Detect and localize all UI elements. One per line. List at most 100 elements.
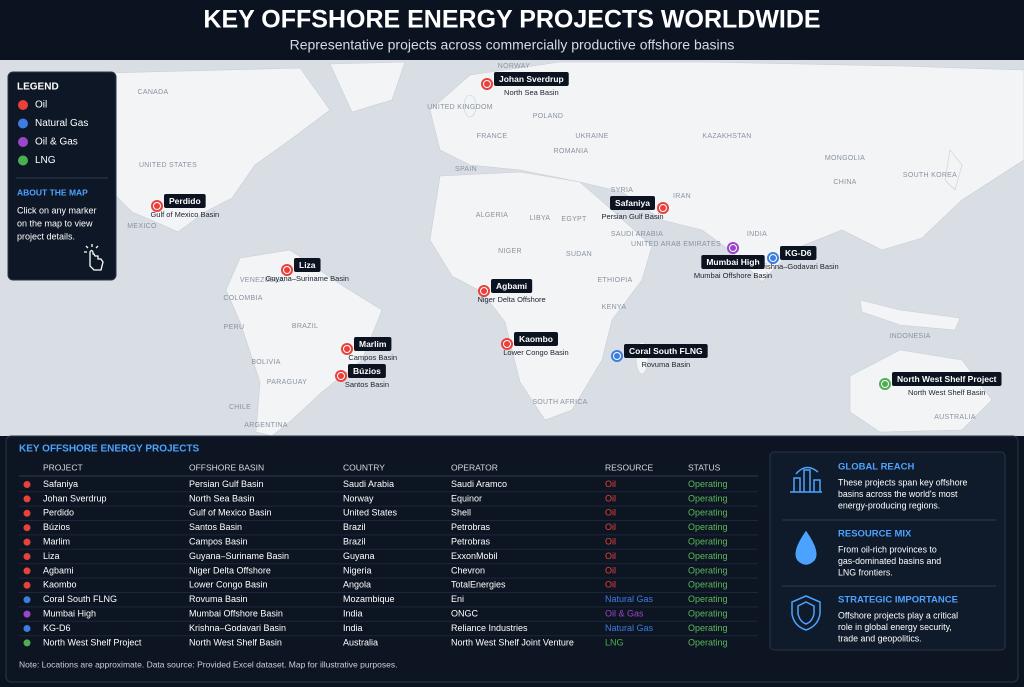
side-line: LNG frontiers. <box>838 567 893 577</box>
marker-dot[interactable] <box>614 353 620 359</box>
column-header: RESOURCE <box>605 462 654 472</box>
marker-dot[interactable] <box>770 255 776 261</box>
legend-swatch[interactable] <box>18 118 28 129</box>
marker-dot[interactable] <box>882 381 888 387</box>
marker-dot[interactable] <box>284 267 290 273</box>
marker-basin[interactable]: Campos Basin <box>348 353 397 362</box>
row-dot <box>23 596 31 604</box>
column-header: OPERATOR <box>451 462 498 472</box>
project-marker[interactable]: Perdido Gulf of Mexico Basin <box>150 194 219 219</box>
cell-project: Mumbai High <box>43 608 96 618</box>
marker-name[interactable]: Perdido <box>169 196 201 206</box>
marker-dot[interactable] <box>344 346 350 352</box>
legend-label[interactable]: Natural Gas <box>35 118 88 129</box>
country-label: ROMANIA <box>554 148 589 155</box>
marker-name[interactable]: Marlim <box>359 339 387 349</box>
cell-resource: Oil <box>605 565 616 575</box>
legend-swatch[interactable] <box>18 137 28 147</box>
legend-label[interactable]: Oil <box>35 100 47 111</box>
about-line: project details. <box>17 231 75 241</box>
cell-country: Brazil <box>343 522 366 532</box>
marker-basin[interactable]: Niger Delta Offshore <box>477 295 545 304</box>
project-marker[interactable]: Marlim Campos Basin <box>341 337 397 362</box>
project-marker[interactable]: Johan Sverdrup North Sea Basin <box>481 72 569 97</box>
marker-name[interactable]: Kaombo <box>519 334 553 344</box>
project-marker[interactable]: Coral South FLNG Rovuma Basin <box>611 344 708 369</box>
cell-basin: Campos Basin <box>189 536 248 546</box>
marker-basin[interactable]: Krishna–Godavari Basin <box>758 262 839 271</box>
marker-name[interactable]: North West Shelf Project <box>897 374 997 384</box>
cell-status: Operating <box>688 508 728 518</box>
project-marker[interactable]: Mumbai High Mumbai Offshore Basin <box>694 242 772 280</box>
marker-label-box[interactable] <box>701 255 765 269</box>
project-marker[interactable]: Búzios Santos Basin <box>335 364 389 389</box>
marker-label-box[interactable] <box>348 364 386 378</box>
project-marker[interactable]: Agbami Niger Delta Offshore <box>477 279 546 304</box>
icon-drop <box>795 530 817 565</box>
country-label: SOUTH AFRICA <box>532 399 587 406</box>
legend-swatch[interactable] <box>18 155 28 166</box>
marker-basin[interactable]: North Sea Basin <box>504 88 559 97</box>
marker-label-box[interactable] <box>892 372 1002 386</box>
marker-label-box[interactable] <box>354 337 392 351</box>
country-label: MEXICO <box>127 223 157 230</box>
cell-resource: Oil <box>605 536 616 546</box>
country-label: AUSTRALIA <box>934 414 976 421</box>
marker-dot[interactable] <box>504 341 510 347</box>
marker-dot[interactable] <box>730 245 736 251</box>
marker-name[interactable]: Johan Sverdrup <box>499 74 564 84</box>
marker-basin[interactable]: Persian Gulf Basin <box>601 212 663 221</box>
marker-label-box[interactable] <box>610 196 655 210</box>
project-marker[interactable]: Safaniya Persian Gulf Basin <box>601 196 669 221</box>
marker-dot[interactable] <box>338 373 344 379</box>
legend-box <box>7 71 117 281</box>
marker-label-box[interactable] <box>164 194 206 208</box>
marker-name[interactable]: Agbami <box>496 281 527 291</box>
project-marker[interactable]: KG-D6 Krishna–Godavari Basin <box>758 246 839 271</box>
marker-label-box[interactable] <box>780 246 817 260</box>
marker-name[interactable]: Safaniya <box>615 198 650 208</box>
legend-label[interactable]: Oil & Gas <box>35 137 78 148</box>
country-label: CHINA <box>833 179 856 186</box>
marker-dot[interactable] <box>481 288 487 294</box>
marker-basin[interactable]: Guyana–Suriname Basin <box>266 274 349 283</box>
marker-dot[interactable] <box>660 205 666 211</box>
marker-basin[interactable]: Rovuma Basin <box>641 360 690 369</box>
about-line: Click on any marker <box>17 205 97 215</box>
cell-resource: Oil <box>605 580 616 590</box>
marker-label-box[interactable] <box>491 279 533 293</box>
marker-basin[interactable]: Mumbai Offshore Basin <box>694 271 772 280</box>
country-label: CHILE <box>229 404 251 411</box>
country-label: UKRAINE <box>575 133 608 140</box>
marker-dot[interactable] <box>484 81 490 87</box>
legend-swatch[interactable] <box>18 100 28 110</box>
marker-basin[interactable]: Santos Basin <box>345 380 389 389</box>
marker-label-box[interactable] <box>624 344 708 358</box>
side-line: gas-dominated basins and <box>838 556 941 566</box>
cell-operator: North West Shelf Joint Venture <box>451 637 574 647</box>
marker-name[interactable]: Liza <box>299 260 316 270</box>
marker-name[interactable]: Búzios <box>353 366 381 376</box>
cell-basin: Santos Basin <box>189 522 242 532</box>
about-line: on the map to view <box>17 218 93 228</box>
project-marker[interactable]: Kaombo Lower Congo Basin <box>501 332 569 357</box>
marker-label-box[interactable] <box>294 258 321 272</box>
country-label: SAUDI ARABIA <box>611 231 663 238</box>
project-marker[interactable]: North West Shelf Project North West Shelf… <box>879 372 1002 397</box>
side-line: Offshore projects play a critical <box>838 610 958 620</box>
marker-dot[interactable] <box>154 203 160 209</box>
marker-basin[interactable]: North West Shelf Basin <box>908 388 985 397</box>
marker-name[interactable]: Coral South FLNG <box>629 346 703 356</box>
marker-name[interactable]: Mumbai High <box>706 257 759 267</box>
marker-label-box[interactable] <box>514 332 558 346</box>
marker-basin[interactable]: Lower Congo Basin <box>503 348 568 357</box>
marker-basin[interactable]: Gulf of Mexico Basin <box>150 210 219 219</box>
cell-operator: Saudi Aramco <box>451 479 507 489</box>
marker-label-box[interactable] <box>494 72 569 86</box>
marker-name[interactable]: KG-D6 <box>785 248 812 258</box>
legend-label[interactable]: LNG <box>35 155 56 166</box>
row-dot <box>23 639 31 647</box>
cell-resource: Natural Gas <box>605 594 654 604</box>
country-labels: CANADA UNITED STATES MEXICO VENEZUELA COLOMB… <box>127 63 976 429</box>
project-marker[interactable]: Liza Guyana–Suriname Basin <box>266 258 349 283</box>
